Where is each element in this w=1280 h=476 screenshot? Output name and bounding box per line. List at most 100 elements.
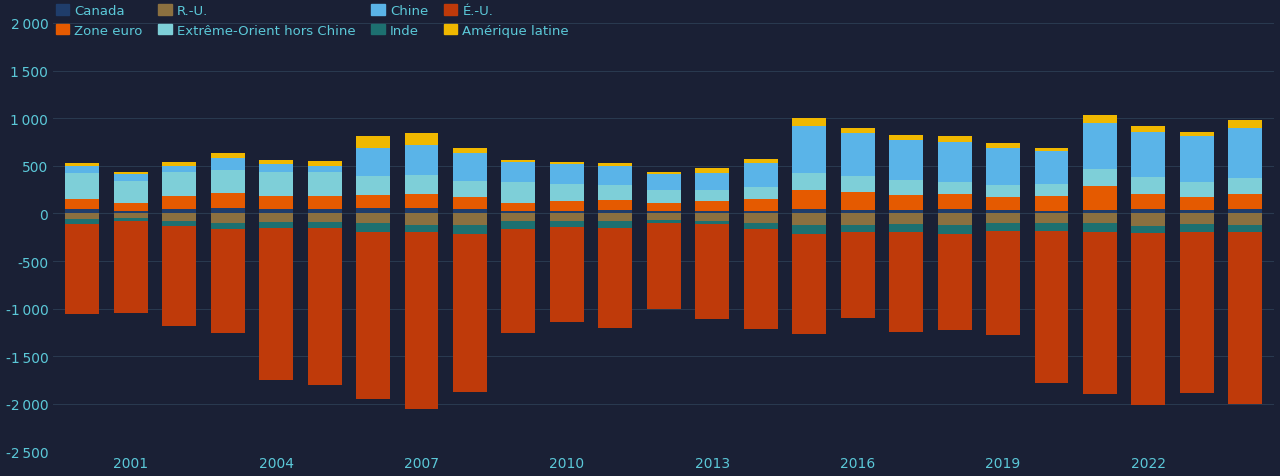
Bar — [114, 219, 147, 222]
Bar — [502, 183, 535, 204]
Bar — [841, 233, 874, 318]
Bar — [938, 214, 972, 226]
Bar — [550, 214, 584, 222]
Bar — [259, 197, 293, 209]
Bar — [404, 208, 439, 214]
Bar — [1180, 225, 1213, 232]
Bar — [453, 226, 486, 235]
Bar — [65, 225, 100, 315]
Bar — [356, 224, 390, 233]
Bar — [695, 222, 730, 225]
Bar — [890, 214, 923, 225]
Bar — [1229, 179, 1262, 195]
Bar — [1034, 185, 1069, 197]
Bar — [792, 214, 826, 226]
Bar — [114, 172, 147, 175]
Bar — [1083, 124, 1117, 169]
Bar — [502, 211, 535, 214]
Bar — [695, 190, 730, 202]
Bar — [453, 209, 486, 214]
Bar — [114, 175, 147, 182]
Bar — [1229, 214, 1262, 226]
Bar — [502, 163, 535, 183]
Bar — [114, 211, 147, 214]
Bar — [986, 198, 1020, 210]
Bar — [938, 235, 972, 330]
Bar — [259, 161, 293, 165]
Bar — [1034, 224, 1069, 231]
Bar — [1180, 137, 1213, 183]
Bar — [404, 134, 439, 146]
Bar — [890, 196, 923, 210]
Bar — [646, 214, 681, 221]
Bar — [453, 214, 486, 226]
Bar — [890, 210, 923, 214]
Bar — [744, 229, 778, 329]
Bar — [259, 214, 293, 223]
Bar — [1180, 198, 1213, 210]
Bar — [356, 196, 390, 208]
Bar — [356, 214, 390, 224]
Bar — [211, 159, 244, 170]
Bar — [986, 186, 1020, 198]
Bar — [744, 211, 778, 214]
Bar — [211, 208, 244, 214]
Bar — [404, 195, 439, 208]
Bar — [356, 149, 390, 177]
Bar — [598, 214, 632, 222]
Bar — [1083, 224, 1117, 233]
Bar — [163, 173, 196, 197]
Bar — [695, 202, 730, 211]
Bar — [646, 175, 681, 190]
Bar — [1229, 195, 1262, 209]
Bar — [259, 165, 293, 173]
Bar — [65, 220, 100, 225]
Bar — [695, 211, 730, 214]
Bar — [307, 162, 342, 167]
Bar — [646, 221, 681, 224]
Bar — [744, 200, 778, 211]
Bar — [792, 190, 826, 209]
Bar — [792, 235, 826, 335]
Bar — [307, 214, 342, 223]
Bar — [890, 181, 923, 196]
Bar — [646, 211, 681, 214]
Bar — [211, 214, 244, 224]
Bar — [1132, 132, 1165, 178]
Bar — [404, 233, 439, 409]
Bar — [1132, 195, 1165, 209]
Bar — [1132, 127, 1165, 132]
Bar — [211, 154, 244, 159]
Bar — [1083, 233, 1117, 395]
Bar — [1083, 210, 1117, 214]
Bar — [211, 170, 244, 194]
Bar — [1034, 149, 1069, 151]
Bar — [114, 182, 147, 204]
Bar — [744, 160, 778, 164]
Bar — [841, 177, 874, 193]
Bar — [1034, 231, 1069, 383]
Bar — [356, 233, 390, 399]
Bar — [259, 228, 293, 380]
Bar — [163, 197, 196, 209]
Bar — [404, 176, 439, 195]
Bar — [259, 209, 293, 214]
Legend: Canada, Zone euro, R.-U., Extrême-Orient hors Chine, Chine, Inde, É.-U., Amériqu: Canada, Zone euro, R.-U., Extrême-Orient… — [54, 2, 572, 40]
Bar — [598, 228, 632, 328]
Bar — [259, 173, 293, 197]
Bar — [646, 173, 681, 175]
Bar — [792, 119, 826, 127]
Bar — [1083, 214, 1117, 224]
Bar — [307, 209, 342, 214]
Bar — [307, 197, 342, 209]
Bar — [114, 214, 147, 219]
Bar — [1229, 121, 1262, 129]
Bar — [502, 161, 535, 163]
Bar — [890, 136, 923, 141]
Bar — [938, 183, 972, 195]
Bar — [792, 209, 826, 214]
Bar — [356, 208, 390, 214]
Bar — [1229, 233, 1262, 404]
Bar — [211, 194, 244, 208]
Bar — [1180, 210, 1213, 214]
